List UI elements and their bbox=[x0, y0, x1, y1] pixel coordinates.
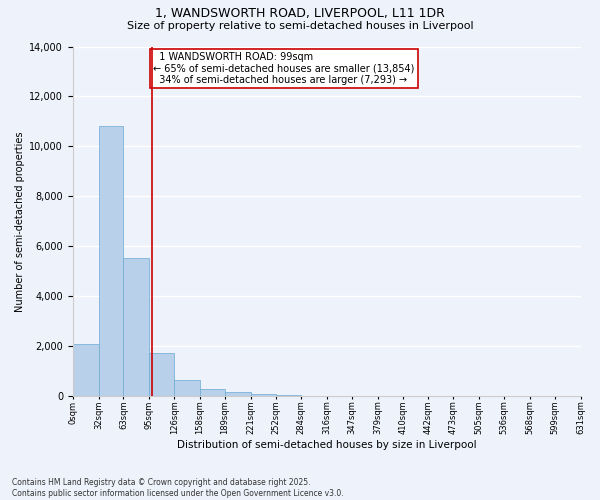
Bar bbox=[251, 394, 275, 396]
Text: 1 WANDSWORTH ROAD: 99sqm
← 65% of semi-detached houses are smaller (13,854)
  34: 1 WANDSWORTH ROAD: 99sqm ← 65% of semi-d… bbox=[153, 52, 415, 85]
Text: 1, WANDSWORTH ROAD, LIVERPOOL, L11 1DR: 1, WANDSWORTH ROAD, LIVERPOOL, L11 1DR bbox=[155, 8, 445, 20]
Bar bbox=[200, 390, 225, 396]
Text: Size of property relative to semi-detached houses in Liverpool: Size of property relative to semi-detach… bbox=[127, 21, 473, 31]
Bar bbox=[225, 392, 251, 396]
Y-axis label: Number of semi-detached properties: Number of semi-detached properties bbox=[15, 131, 25, 312]
Text: Contains HM Land Registry data © Crown copyright and database right 2025.
Contai: Contains HM Land Registry data © Crown c… bbox=[12, 478, 344, 498]
Bar bbox=[275, 395, 301, 396]
Bar bbox=[124, 258, 149, 396]
X-axis label: Distribution of semi-detached houses by size in Liverpool: Distribution of semi-detached houses by … bbox=[177, 440, 476, 450]
Bar bbox=[98, 126, 124, 396]
Bar bbox=[174, 380, 200, 396]
Bar bbox=[149, 352, 174, 397]
Bar bbox=[73, 344, 98, 397]
